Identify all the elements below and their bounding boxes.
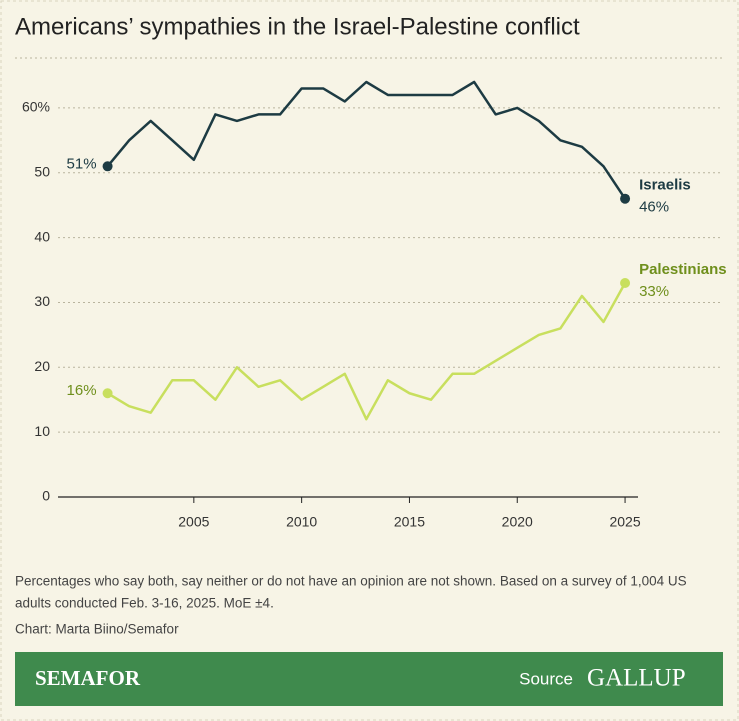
y-tick-label: 30 [34,293,50,309]
point [102,388,113,399]
x-tick-label: 2010 [286,514,317,530]
x-tick-label: 2015 [394,514,425,530]
note-line: Percentages who say both, say neither or… [15,574,687,589]
x-tick-label: 2005 [178,514,209,530]
series-name: Israelis [639,177,691,194]
value-label: 33% [639,283,669,300]
value-label: 16% [67,382,97,399]
y-tick-label: 40 [34,228,50,244]
value-label: 51% [67,155,97,172]
point [620,193,631,204]
point [620,278,631,289]
credit: Chart: Marta Biino/Semafor [15,622,179,637]
y-tick-label: 50 [34,163,50,179]
note-line: adults conducted Feb. 3-16, 2025. MoE ±4… [15,596,274,611]
point [102,161,113,172]
series-name: Palestinians [639,261,727,278]
chart-title: Americans’ sympathies in the Israel-Pale… [15,13,580,40]
x-tick-label: 2025 [609,514,640,530]
value-label: 46% [639,199,669,216]
line [106,282,627,421]
y-tick-label: 20 [34,358,50,374]
y-tick-label: 60% [22,99,50,115]
x-tick-label: 2020 [502,514,533,530]
y-tick-label: 0 [42,488,50,504]
line [106,80,627,200]
y-tick-label: 10 [34,423,50,439]
brand: SEMAFOR [35,666,141,690]
source-name: GALLUP [587,665,686,692]
source-label: Source [519,669,573,688]
banner [15,652,723,706]
